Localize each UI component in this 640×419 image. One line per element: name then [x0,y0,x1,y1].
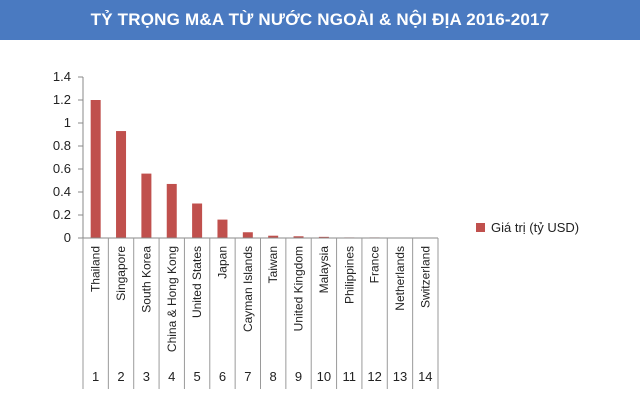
x-index-label: 5 [193,369,200,384]
x-tick-label: Switzerland [418,246,432,308]
bar [141,173,152,238]
bar [242,232,253,238]
y-tick-label: 0.2 [53,207,71,222]
x-index-label: 8 [270,369,277,384]
x-tick-label: South Korea [139,246,153,313]
x-index-label: 7 [244,369,251,384]
y-tick-label: 1.4 [53,69,71,84]
y-tick-label: 0.4 [53,184,71,199]
legend-label: Giá trị (tỷ USD) [491,220,579,235]
x-tick-label: United States [190,246,204,318]
bar [293,236,304,238]
y-tick-label: 1.2 [53,92,71,107]
legend: Giá trị (tỷ USD) [476,220,579,235]
bar [116,131,127,238]
x-index-label: 3 [143,369,150,384]
y-tick-label: 1 [64,115,71,130]
x-index-label: 9 [295,369,302,384]
y-axis: 0 0.2 0.4 0.6 0.8 1 1.2 1.4 [53,69,84,245]
bar [166,183,177,238]
x-index-label: 11 [343,369,357,384]
y-tick-label: 0 [64,230,71,245]
bar [268,235,279,238]
x-index-label: 10 [317,369,331,384]
x-index-label: 6 [219,369,226,384]
x-index-label: 13 [393,369,407,384]
bar-chart: 0 0.2 0.4 0.6 0.8 1 1.2 1.4 Thailand 1 Singapore 2… [53,69,579,389]
bar [90,100,101,238]
x-tick-label: United Kingdom [292,246,306,331]
x-tick-label: Taiwan [266,246,280,283]
x-tick-label: Japan [215,246,229,279]
x-tick-label: China & Hong Kong [165,246,179,352]
x-index-label: 12 [367,369,381,384]
x-index-label: 1 [92,369,99,384]
y-tick-label: 0.8 [53,138,71,153]
x-tick-label: Thailand [89,246,103,292]
bar [217,219,228,238]
x-tick-label: Netherlands [393,246,407,311]
legend-swatch [476,223,485,232]
x-tick-label: Philippines [342,246,356,304]
x-tick-label: France [368,246,382,284]
x-index-label: 2 [117,369,124,384]
chart-title: TỶ TRỌNG M&A TỪ NƯỚC NGOÀI & NỘI ĐỊA 201… [0,0,640,40]
y-tick-label: 0.6 [53,161,71,176]
x-index-label: 14 [418,369,432,384]
bar [192,203,203,238]
x-tick-label: Malaysia [317,246,331,294]
x-tick-label: Cayman Islands [241,246,255,332]
x-tick-label: Singapore [114,246,128,301]
bars [90,100,431,239]
x-axis: Thailand 1 Singapore 2 South Korea 3 China & H… [82,237,439,389]
x-index-label: 4 [168,369,175,384]
bar [318,236,329,238]
